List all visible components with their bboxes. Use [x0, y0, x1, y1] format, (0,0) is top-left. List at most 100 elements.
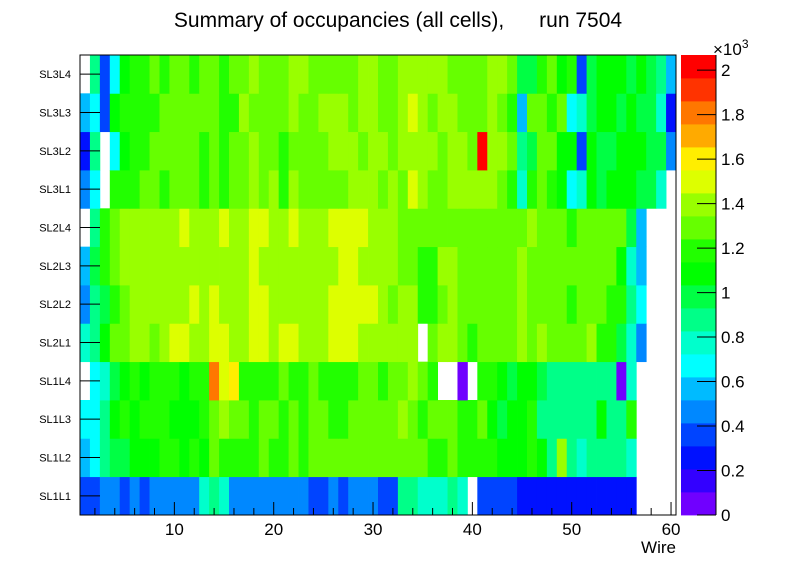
palette-tick-label: 0	[721, 506, 730, 525]
heatmap-cell	[278, 438, 289, 478]
heatmap-cell	[219, 323, 230, 363]
heatmap-cell	[338, 438, 349, 478]
palette-tick-label: 0.2	[721, 462, 745, 481]
heatmap-cell	[169, 55, 180, 94]
heatmap-cell	[586, 246, 597, 286]
heatmap-cell	[268, 55, 280, 94]
heatmap-cell	[169, 285, 180, 324]
heatmap-cell	[219, 170, 230, 209]
x-axis: 10 20 30 40 50 60	[94, 502, 681, 539]
heatmap-cell	[348, 323, 359, 363]
heatmap-cell	[477, 400, 488, 439]
heatmap-cell	[477, 131, 488, 171]
heatmap-cell	[407, 361, 419, 401]
y-tick-label: SL2L1	[39, 338, 71, 350]
heatmap-cell	[139, 131, 150, 171]
heatmap-cell	[139, 361, 150, 401]
heatmap-cell	[387, 285, 399, 324]
heatmap-cell	[437, 93, 448, 133]
heatmap-cell	[656, 55, 667, 94]
heatmap-cell	[109, 208, 121, 248]
heatmap-cell	[527, 285, 538, 324]
heatmap-cell	[338, 208, 349, 248]
heatmap-cell	[109, 246, 121, 286]
heatmap-cell	[397, 400, 409, 439]
palette-color-bin	[681, 354, 716, 378]
heatmap-cell	[497, 285, 508, 324]
heatmap-cell	[258, 93, 270, 133]
heatmap-cell	[437, 246, 448, 286]
heatmap-cell	[626, 438, 637, 478]
heatmap-cell	[536, 93, 548, 133]
heatmap-cell	[487, 323, 498, 363]
heatmap-cell	[338, 400, 349, 439]
heatmap-cell	[179, 131, 190, 171]
heatmap-cell	[517, 246, 528, 286]
heatmap-cell	[527, 476, 538, 516]
heatmap-cell	[179, 476, 190, 516]
heatmap-cell	[556, 323, 568, 363]
heatmap-cell	[288, 55, 299, 94]
heatmap-cell	[338, 476, 349, 516]
heatmap-cell	[298, 361, 309, 401]
heatmap-cell	[159, 93, 170, 133]
heatmap-cell	[497, 246, 508, 286]
heatmap-cell	[179, 246, 190, 286]
heatmap-cell	[99, 285, 111, 324]
heatmap-cell	[99, 93, 111, 133]
heatmap-cell	[427, 400, 438, 439]
heatmap-cell	[417, 208, 429, 248]
heatmap-cell	[189, 170, 200, 209]
palette-color-bin	[681, 262, 716, 286]
heatmap-cell	[199, 170, 210, 209]
heatmap-cell	[338, 93, 349, 133]
heatmap-cell	[318, 438, 329, 478]
heatmap-cell	[616, 323, 627, 363]
heatmap-cell	[169, 438, 180, 478]
heatmap-cell	[407, 93, 419, 133]
heatmap-cell	[487, 285, 498, 324]
heatmap-cell	[387, 400, 399, 439]
heatmap-cell	[606, 131, 617, 171]
heatmap-cell	[636, 285, 647, 324]
heatmap-cell	[348, 55, 359, 94]
heatmap-cell	[109, 361, 121, 401]
heatmap-cell	[288, 323, 299, 363]
y-axis: SL1L1 SL1L2 SL1L3 SL1L4 SL2L1 SL2L2 SL2L3 SL2L4…	[39, 69, 100, 503]
heatmap-cell	[497, 476, 508, 516]
heatmap-cell	[348, 361, 359, 401]
heatmap-cell	[387, 208, 399, 248]
palette-tick-label: 0.8	[721, 328, 745, 347]
heatmap-cell	[308, 323, 319, 363]
heatmap-cell	[457, 55, 468, 94]
heatmap-cell	[199, 285, 210, 324]
heatmap-cell	[566, 476, 578, 516]
y-tick-label: SL1L4	[39, 376, 71, 388]
heatmap-cell	[556, 55, 568, 94]
heatmap-cell	[318, 476, 329, 516]
heatmap-cell	[616, 208, 627, 248]
heatmap-cell	[417, 170, 429, 209]
heatmap-cell	[387, 93, 399, 133]
heatmap-cell	[666, 55, 677, 94]
heatmap-cell	[397, 131, 409, 171]
heatmap-cell	[278, 55, 289, 94]
heatmap-cell	[467, 246, 478, 286]
heatmap-cell	[387, 131, 399, 171]
heatmap-cell	[189, 246, 200, 286]
heatmap-cell	[397, 93, 409, 133]
heatmap-cell	[596, 476, 607, 516]
plot-frame	[79, 54, 677, 516]
heatmap-cell	[308, 400, 319, 439]
heatmap-cell	[566, 361, 578, 401]
heatmap-cell	[487, 208, 498, 248]
heatmap-cell	[417, 93, 429, 133]
heatmap-cell	[308, 361, 319, 401]
heatmap-cell	[298, 476, 309, 516]
heatmap-cell	[606, 476, 617, 516]
heatmap-cell	[258, 285, 270, 324]
heatmap-cell	[596, 246, 607, 286]
heatmap-cell	[238, 55, 250, 94]
x-tick-label: 60	[662, 520, 681, 539]
heatmap-cell	[238, 170, 250, 209]
